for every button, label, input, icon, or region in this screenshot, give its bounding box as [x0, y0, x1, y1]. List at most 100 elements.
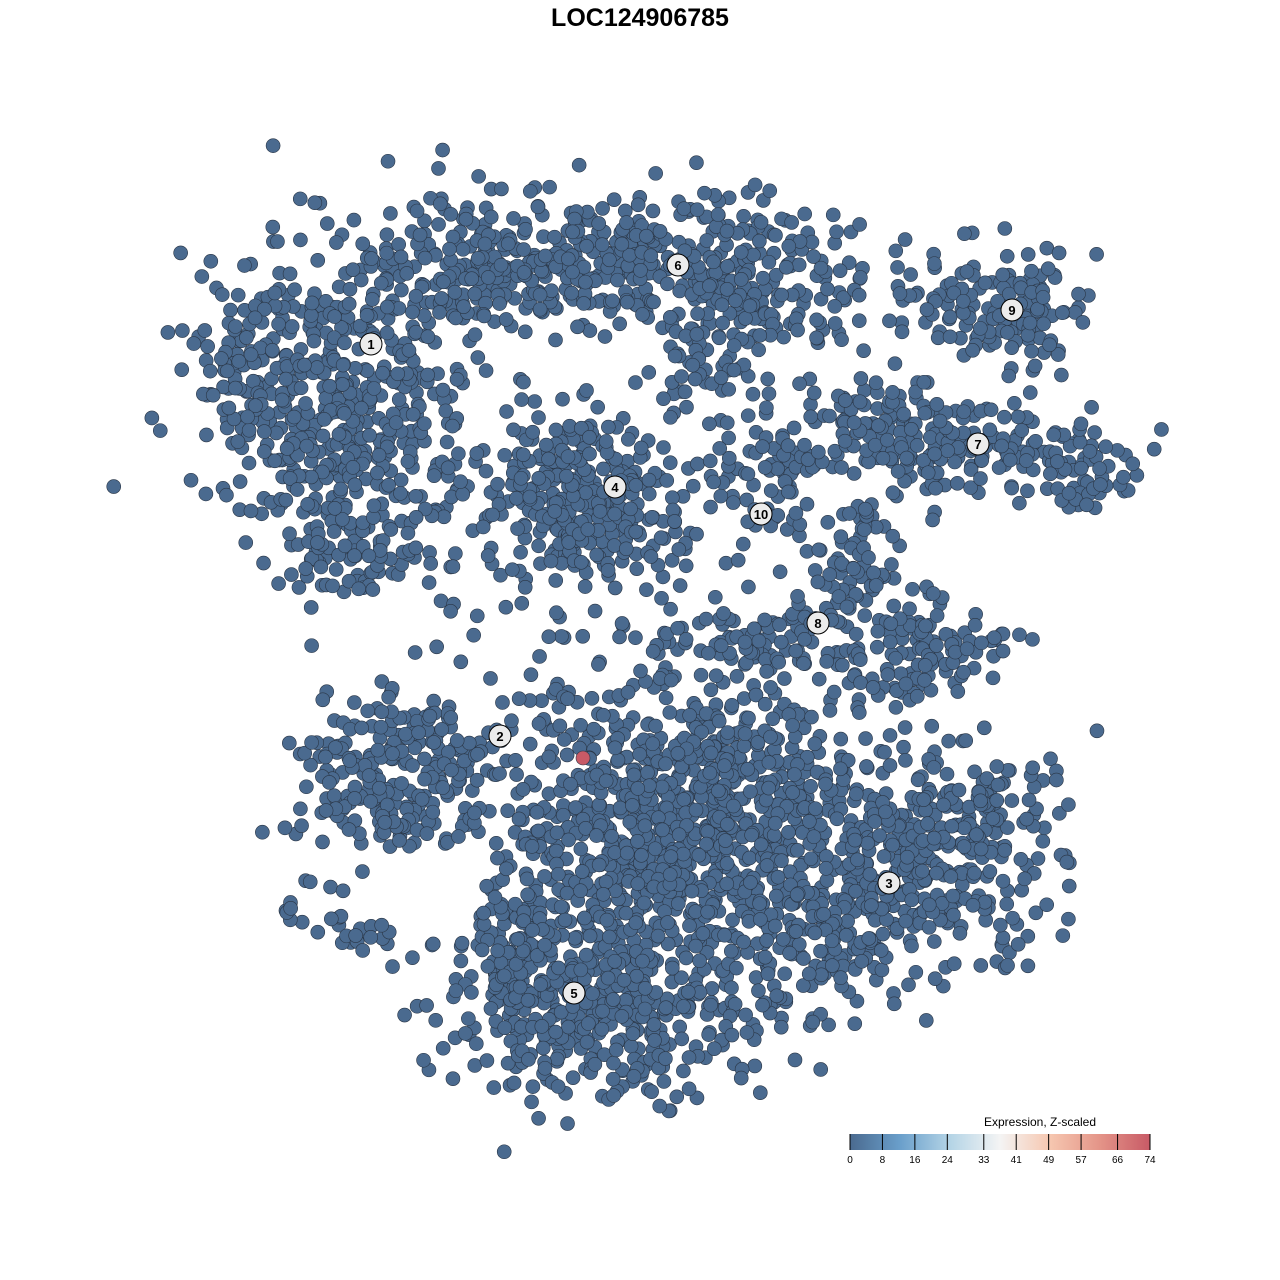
- data-point: [901, 977, 916, 993]
- cluster-label-text: 9: [1008, 303, 1015, 318]
- data-point: [703, 499, 718, 515]
- data-point: [202, 363, 218, 379]
- data-point: [444, 762, 459, 778]
- data-point: [509, 490, 524, 506]
- cluster-label-text: 2: [496, 729, 503, 744]
- data-point: [347, 548, 362, 563]
- data-point: [600, 970, 616, 986]
- data-point: [852, 394, 868, 410]
- data-point: [291, 580, 307, 595]
- data-point: [1084, 400, 1099, 415]
- data-point: [175, 323, 190, 338]
- data-point: [816, 906, 831, 922]
- data-point: [289, 482, 305, 497]
- data-point: [786, 420, 802, 436]
- data-point: [390, 366, 406, 382]
- data-point: [1036, 316, 1051, 332]
- data-point: [917, 658, 933, 673]
- data-point: [619, 215, 634, 230]
- data-point: [674, 369, 689, 384]
- data-point: [435, 142, 450, 158]
- data-point: [983, 402, 999, 418]
- data-point: [682, 708, 697, 723]
- cluster-label-5: 5: [562, 981, 586, 1005]
- data-point: [633, 440, 649, 456]
- data-point: [781, 238, 797, 254]
- data-point: [578, 274, 593, 290]
- data-point: [492, 296, 507, 311]
- data-point: [945, 888, 961, 904]
- data-point: [607, 953, 623, 969]
- data-point: [597, 329, 613, 344]
- data-point: [408, 540, 424, 556]
- data-point: [443, 604, 458, 619]
- data-point: [333, 481, 349, 497]
- data-point: [370, 465, 385, 481]
- data-point: [1035, 833, 1051, 849]
- data-point: [300, 497, 315, 512]
- data-point: [582, 323, 598, 338]
- data-point: [606, 1055, 621, 1071]
- data-point: [580, 522, 596, 537]
- data-point: [645, 736, 660, 752]
- data-point: [337, 406, 352, 421]
- data-point: [490, 943, 505, 959]
- data-point: [531, 1110, 546, 1126]
- data-point: [469, 608, 485, 624]
- data-point: [803, 409, 819, 425]
- data-point: [711, 330, 727, 346]
- data-point: [720, 816, 735, 832]
- data-point: [682, 918, 697, 934]
- data-point: [393, 249, 409, 265]
- data-point: [1021, 792, 1037, 808]
- data-point: [435, 780, 451, 795]
- data-point: [1075, 315, 1091, 330]
- data-point: [630, 876, 646, 892]
- data-point: [1020, 327, 1036, 343]
- data-point: [512, 979, 528, 995]
- data-point: [464, 985, 479, 1000]
- data-point: [485, 507, 500, 523]
- data-point: [636, 895, 652, 911]
- data-point: [742, 298, 758, 314]
- data-point: [799, 496, 815, 512]
- data-point: [573, 841, 589, 857]
- data-point: [278, 492, 294, 508]
- data-point: [1092, 461, 1107, 476]
- data-point: [846, 561, 861, 576]
- data-point: [903, 267, 918, 282]
- data-point: [306, 333, 322, 349]
- data-point: [655, 822, 670, 838]
- data-point: [956, 820, 972, 836]
- data-point: [614, 1009, 630, 1024]
- data-point: [584, 691, 600, 706]
- data-point: [598, 874, 614, 890]
- data-point: [827, 316, 843, 331]
- data-point: [833, 970, 849, 986]
- data-point: [719, 856, 735, 871]
- data-point: [761, 254, 777, 270]
- data-point: [861, 931, 877, 946]
- data-point: [354, 400, 369, 416]
- data-point: [199, 427, 214, 443]
- data-point: [736, 934, 751, 950]
- data-point: [293, 232, 308, 248]
- data-point: [920, 816, 935, 831]
- data-point: [717, 927, 732, 943]
- data-point: [811, 542, 827, 558]
- data-point: [785, 785, 800, 800]
- data-point: [524, 1094, 539, 1110]
- data-point: [755, 270, 771, 286]
- data-point: [904, 892, 920, 908]
- data-point: [865, 680, 881, 695]
- data-point: [480, 548, 496, 564]
- data-point: [453, 474, 468, 489]
- data-point: [470, 746, 485, 762]
- data-point: [658, 1000, 674, 1015]
- data-point: [688, 802, 704, 818]
- data-point: [719, 415, 735, 431]
- cluster-label-8: 8: [806, 611, 830, 635]
- data-point: [989, 759, 1005, 774]
- data-point: [337, 335, 352, 351]
- data-point: [1079, 497, 1094, 513]
